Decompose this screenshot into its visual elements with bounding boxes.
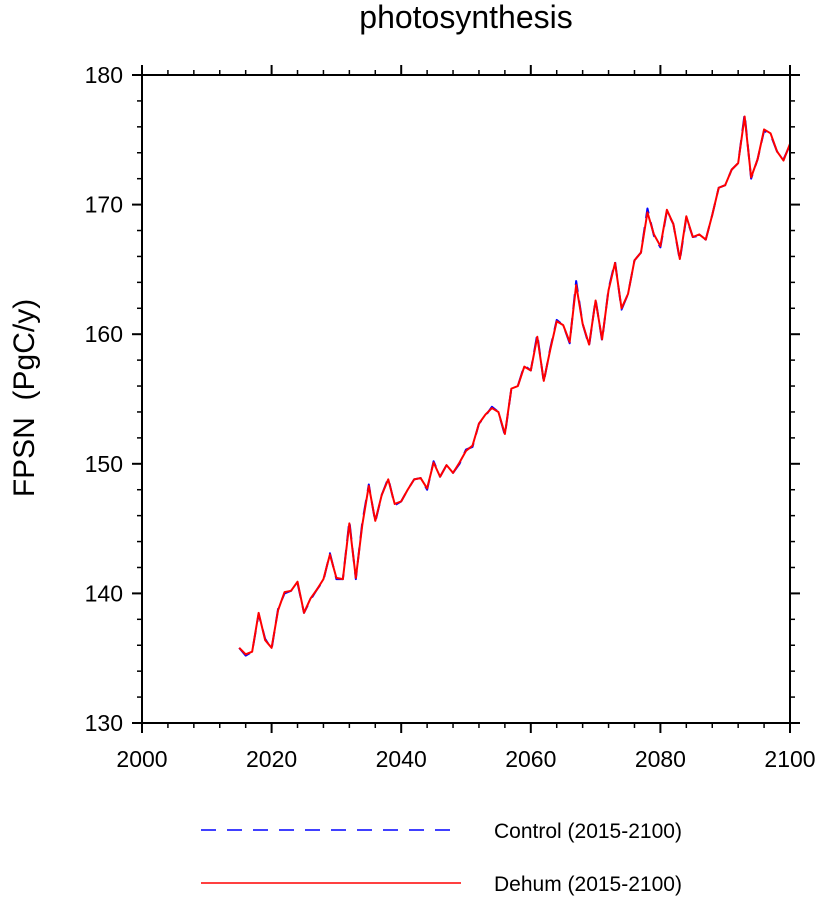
y-tick-label: 160 xyxy=(85,321,123,347)
y-tick-label: 170 xyxy=(85,192,123,218)
legend-label-2: Dehum (2015-2100) xyxy=(494,873,682,896)
x-tick-label: 2020 xyxy=(246,746,297,772)
x-tick-label: 2040 xyxy=(376,746,427,772)
y-tick-label: 140 xyxy=(85,580,123,606)
y-tick-label: 180 xyxy=(85,62,123,88)
plot-frame xyxy=(141,74,791,724)
axis-ticks xyxy=(132,65,800,733)
y-tick-label: 130 xyxy=(85,710,123,736)
series-line-1 xyxy=(238,112,791,657)
y-tick-label: 150 xyxy=(85,451,123,477)
x-tick-label: 2080 xyxy=(635,746,686,772)
series-line-2 xyxy=(238,115,791,656)
data-series xyxy=(238,112,791,657)
chart-title: photosynthesis xyxy=(359,0,572,35)
x-tick-label: 2060 xyxy=(505,746,556,772)
axis-tick-labels: 2000 2020 2040 2060 2080 2100 130 140 150 160 170 1… xyxy=(85,62,816,772)
y-axis-label: FPSN (PgC/y) xyxy=(8,299,41,497)
x-tick-label: 2100 xyxy=(764,746,815,772)
x-tick-label: 2000 xyxy=(116,746,167,772)
legend-label-1: Control (2015-2100) xyxy=(494,820,682,843)
legend: Control (2015-2100) Dehum (2015-2100) xyxy=(201,820,682,896)
